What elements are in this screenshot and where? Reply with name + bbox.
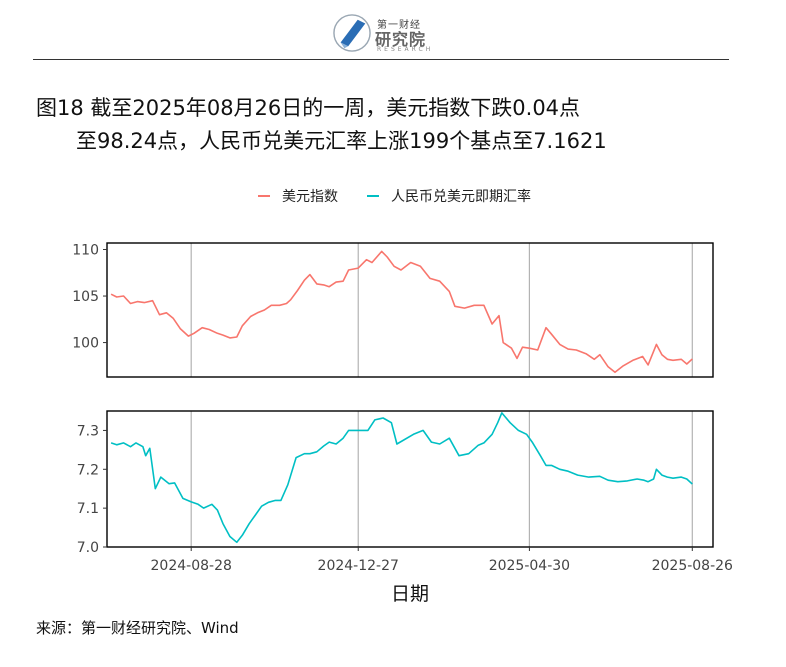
xtick-label-3: 2025-04-30: [489, 558, 570, 574]
panel-2-background: [107, 411, 713, 547]
xtick-label-4: 2025-08-26: [652, 558, 733, 574]
logo-mark-icon: [333, 14, 371, 52]
panel-2-ytick-label-2: 7.1: [77, 501, 99, 517]
legend-label-2: 人民币兑美元即期汇率: [391, 188, 531, 205]
panel-1-ytick-label-2: 105: [72, 289, 99, 305]
figure-title-line1: 图18 截至2025年08月26日的一周，美元指数下跌0.04点: [36, 96, 581, 120]
logo-big-text: 研究院: [375, 30, 427, 49]
xtick-label-1: 2024-08-28: [151, 558, 232, 574]
panel-1-ytick-label-1: 100: [72, 336, 99, 352]
panel-2-ytick-label-1: 7.0: [77, 540, 99, 556]
panel-2-ytick-label-4: 7.3: [77, 423, 99, 439]
series-line-2: [110, 412, 693, 544]
logo-en-text: RESEARCH: [377, 46, 434, 53]
figure-title: 图18 截至2025年08月26日的一周，美元指数下跌0.04点 至98.24点…: [36, 92, 607, 158]
brand-logo: 第一财经 研究院 RESEARCH: [333, 10, 443, 56]
panel-1-background: [107, 243, 713, 377]
logo-small-text: 第一财经: [377, 20, 421, 31]
panel-2-frame: [106, 410, 714, 548]
chart: 美元指数 人民币兑美元即期汇率 100 105 110 7.0 7.1 7.2 7.3 2024-…: [72, 188, 733, 605]
x-axis-label: 日期: [391, 583, 429, 605]
legend-label-1: 美元指数: [282, 189, 338, 205]
panel-1-frame: [106, 242, 714, 378]
header-divider: [33, 59, 729, 60]
panel-1-ytick-label-3: 110: [72, 243, 99, 259]
source-note: 来源：第一财经研究院、Wind: [36, 619, 239, 637]
panel-2-ytick-label-3: 7.2: [77, 462, 99, 478]
figure-title-line2: 至98.24点，人民币兑美元汇率上涨199个基点至7.1621: [76, 129, 607, 153]
series-line-1: [110, 250, 693, 374]
xtick-label-2: 2024-12-27: [318, 558, 399, 574]
